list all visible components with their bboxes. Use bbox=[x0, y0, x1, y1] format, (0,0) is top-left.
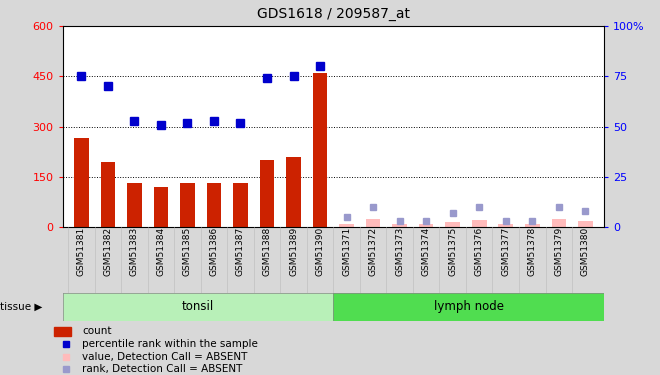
Bar bbox=[233, 183, 248, 227]
Bar bbox=[207, 183, 221, 227]
Text: value, Detection Call = ABSENT: value, Detection Call = ABSENT bbox=[82, 351, 248, 361]
Bar bbox=[419, 224, 434, 227]
Bar bbox=[552, 219, 566, 227]
Text: GSM51381: GSM51381 bbox=[77, 227, 86, 276]
Text: GDS1618 / 209587_at: GDS1618 / 209587_at bbox=[257, 7, 410, 21]
Text: count: count bbox=[82, 327, 112, 336]
Bar bbox=[100, 162, 115, 227]
Text: GSM51385: GSM51385 bbox=[183, 227, 192, 276]
Text: GSM51380: GSM51380 bbox=[581, 227, 590, 276]
Text: GSM51378: GSM51378 bbox=[528, 227, 537, 276]
Bar bbox=[446, 222, 460, 227]
Text: GSM51376: GSM51376 bbox=[475, 227, 484, 276]
Text: GSM51371: GSM51371 bbox=[342, 227, 351, 276]
Text: GSM51382: GSM51382 bbox=[104, 227, 112, 276]
Text: tonsil: tonsil bbox=[182, 300, 214, 313]
Text: GSM51389: GSM51389 bbox=[289, 227, 298, 276]
Text: GSM51383: GSM51383 bbox=[130, 227, 139, 276]
Text: GSM51387: GSM51387 bbox=[236, 227, 245, 276]
Text: GSM51377: GSM51377 bbox=[501, 227, 510, 276]
Bar bbox=[366, 219, 380, 227]
Text: GSM51388: GSM51388 bbox=[263, 227, 271, 276]
Text: GSM51390: GSM51390 bbox=[315, 227, 325, 276]
Text: GSM51374: GSM51374 bbox=[422, 227, 431, 276]
Bar bbox=[259, 160, 275, 227]
Text: GSM51379: GSM51379 bbox=[554, 227, 563, 276]
Bar bbox=[127, 183, 142, 227]
Text: GSM51384: GSM51384 bbox=[156, 227, 166, 276]
Bar bbox=[525, 224, 540, 227]
Bar bbox=[472, 220, 486, 227]
Text: GSM51375: GSM51375 bbox=[448, 227, 457, 276]
Text: lymph node: lymph node bbox=[434, 300, 504, 313]
Text: percentile rank within the sample: percentile rank within the sample bbox=[82, 339, 258, 349]
Bar bbox=[180, 183, 195, 227]
Bar bbox=[333, 292, 604, 321]
Bar bbox=[63, 292, 333, 321]
Bar bbox=[498, 224, 513, 227]
Text: tissue ▶: tissue ▶ bbox=[0, 302, 42, 312]
Text: rank, Detection Call = ABSENT: rank, Detection Call = ABSENT bbox=[82, 364, 243, 374]
Bar bbox=[339, 224, 354, 227]
Bar bbox=[74, 138, 88, 227]
Bar bbox=[154, 187, 168, 227]
Text: GSM51372: GSM51372 bbox=[368, 227, 378, 276]
Text: GSM51373: GSM51373 bbox=[395, 227, 404, 276]
Text: GSM51386: GSM51386 bbox=[209, 227, 218, 276]
Bar bbox=[54, 327, 71, 336]
Bar bbox=[313, 73, 327, 227]
Bar bbox=[392, 224, 407, 227]
Bar bbox=[578, 221, 593, 227]
Bar bbox=[286, 157, 301, 227]
